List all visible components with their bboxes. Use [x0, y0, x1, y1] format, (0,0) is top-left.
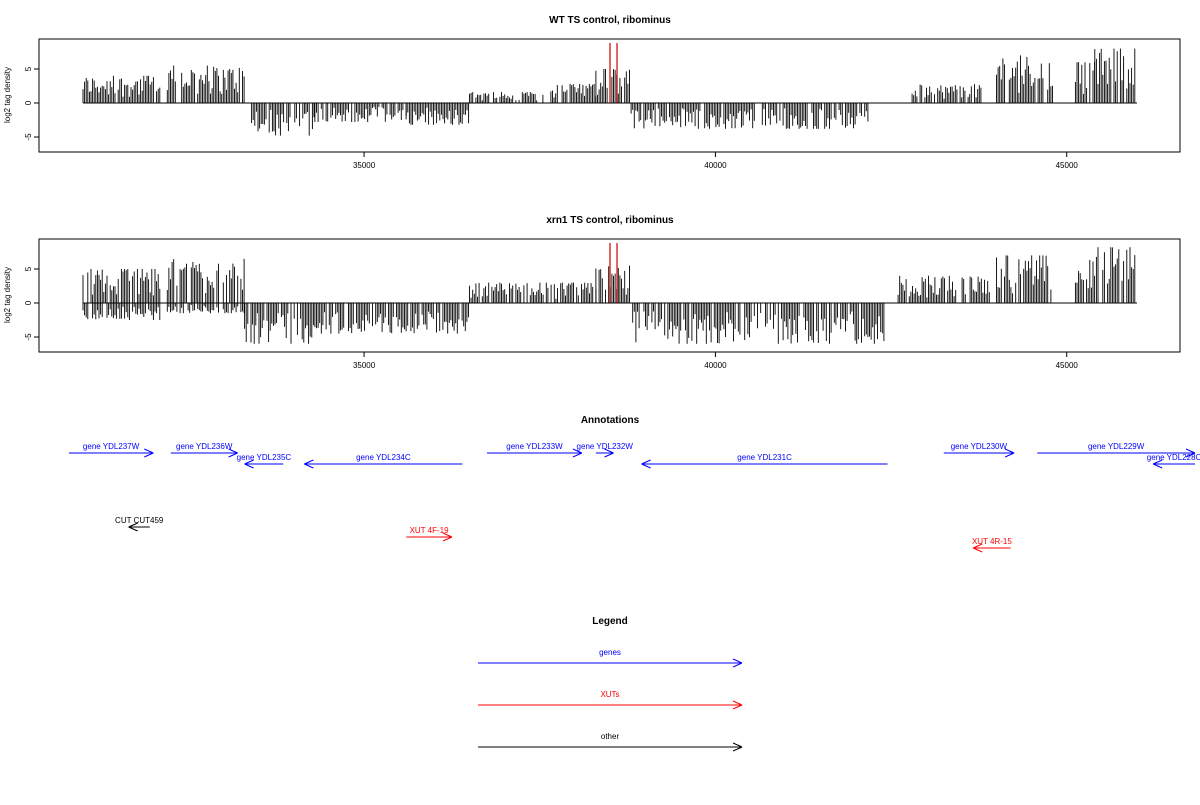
- legend-label: genes: [599, 648, 621, 657]
- annotation-arrow: gene YDL231C: [641, 453, 888, 469]
- legend-arrow: XUTs: [478, 690, 743, 710]
- coverage-bars: [82, 48, 1136, 136]
- y-tick-label: 0: [24, 100, 33, 105]
- annotation-arrow: XUT 4F-19: [406, 526, 453, 542]
- x-tick-label: 45000: [1056, 361, 1079, 370]
- panel-title: WT TS control, ribominus: [549, 15, 671, 26]
- wt-coverage-panel: WT TS control, ribominus log2 tag densit…: [3, 15, 1181, 170]
- annotation-label: XUT 4F-19: [410, 526, 450, 535]
- annotation-label: gene YDL230W: [951, 442, 1008, 451]
- annotation-arrow: gene YDL232W: [577, 442, 634, 458]
- coverage-plot: 35000 40000 45000 -5 0 5: [24, 238, 1181, 370]
- annotation-arrow: gene YDL235C: [237, 453, 292, 469]
- y-axis-label: log2 tag density: [3, 67, 12, 123]
- legend-items: genes XUTs other: [478, 648, 743, 752]
- legend-label: XUTs: [600, 690, 619, 699]
- x-tick-label: 40000: [704, 361, 727, 370]
- coverage-bars: [82, 247, 1136, 344]
- annotation-arrow: gene YDL230W: [943, 442, 1015, 458]
- y-tick-label: 5: [24, 66, 33, 71]
- annotation-arrow: XUT 4R-15: [972, 537, 1012, 553]
- legend-arrow: other: [478, 732, 743, 752]
- annotation-label: gene YDL231C: [737, 453, 792, 462]
- annotation-features: gene YDL237W gene YDL236W gene YDL235C gene…: [68, 442, 1200, 553]
- annotation-label: gene YDL233W: [506, 442, 563, 451]
- legend-label: other: [601, 732, 620, 741]
- xrn1-coverage-panel: xrn1 TS control, ribominus log2 tag dens…: [3, 215, 1181, 370]
- annotation-arrow: CUT CUT459: [115, 516, 164, 532]
- annotation-arrow: gene YDL236W: [170, 442, 238, 458]
- x-tick-label: 40000: [704, 161, 727, 170]
- y-tick-label: 0: [24, 300, 33, 305]
- annotation-arrow: gene YDL233W: [487, 442, 583, 458]
- legend-title: Legend: [592, 616, 628, 627]
- annotation-label: CUT CUT459: [115, 516, 164, 525]
- y-tick-label: -5: [24, 133, 33, 141]
- x-tick-label: 35000: [353, 161, 376, 170]
- annotation-label: gene YDL234C: [356, 453, 411, 462]
- y-tick-label: -5: [24, 333, 33, 341]
- annotation-label: gene YDL236W: [176, 442, 233, 451]
- plot-frame: [38, 38, 1181, 153]
- legend: Legend genes XUTs other: [478, 616, 743, 752]
- annotation-label: gene YDL229W: [1088, 442, 1145, 451]
- x-tick-label: 35000: [353, 361, 376, 370]
- panel-title: xrn1 TS control, ribominus: [546, 215, 674, 226]
- x-tick-label: 45000: [1056, 161, 1079, 170]
- annotation-label: gene YDL232W: [577, 442, 634, 451]
- plot-frame: [38, 238, 1181, 353]
- annotation-label: XUT 4R-15: [972, 537, 1012, 546]
- annotation-arrow: gene YDL229W: [1037, 442, 1196, 458]
- annotation-arrow: gene YDL228C: [1147, 453, 1200, 469]
- y-axis-label: log2 tag density: [3, 267, 12, 323]
- annotation-track: Annotations gene YDL237W gene YDL236Wgene…: [68, 415, 1200, 553]
- coverage-plot: 35000 40000 45000 -5 0 5: [24, 38, 1181, 170]
- annotation-label: gene YDL235C: [237, 453, 292, 462]
- legend-arrow: genes: [478, 648, 743, 668]
- annotation-arrow: gene YDL237W: [68, 442, 154, 458]
- annotation-label: gene YDL228C: [1147, 453, 1200, 462]
- y-tick-label: 5: [24, 266, 33, 271]
- annotation-label: gene YDL237W: [83, 442, 140, 451]
- annotations-title: Annotations: [581, 415, 640, 426]
- annotation-arrow: gene YDL234C: [304, 453, 463, 469]
